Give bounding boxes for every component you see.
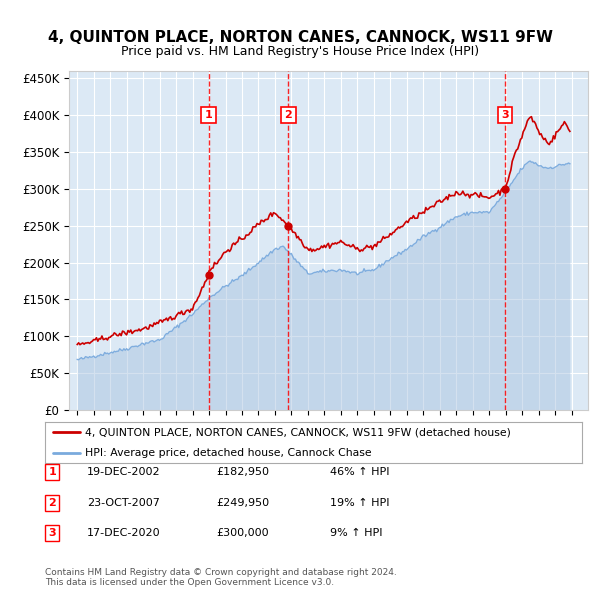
Text: 4, QUINTON PLACE, NORTON CANES, CANNOCK, WS11 9FW: 4, QUINTON PLACE, NORTON CANES, CANNOCK,…: [47, 30, 553, 44]
Text: 46% ↑ HPI: 46% ↑ HPI: [330, 467, 389, 477]
Text: £249,950: £249,950: [216, 498, 269, 507]
Text: This data is licensed under the Open Government Licence v3.0.: This data is licensed under the Open Gov…: [45, 578, 334, 588]
Text: Price paid vs. HM Land Registry's House Price Index (HPI): Price paid vs. HM Land Registry's House …: [121, 45, 479, 58]
Text: £300,000: £300,000: [216, 529, 269, 538]
Text: Contains HM Land Registry data © Crown copyright and database right 2024.: Contains HM Land Registry data © Crown c…: [45, 568, 397, 577]
Text: HPI: Average price, detached house, Cannock Chase: HPI: Average price, detached house, Cann…: [85, 448, 372, 458]
Text: 23-OCT-2007: 23-OCT-2007: [87, 498, 160, 507]
Text: 4, QUINTON PLACE, NORTON CANES, CANNOCK, WS11 9FW (detached house): 4, QUINTON PLACE, NORTON CANES, CANNOCK,…: [85, 427, 511, 437]
Text: 9% ↑ HPI: 9% ↑ HPI: [330, 529, 383, 538]
Text: 2: 2: [284, 110, 292, 120]
Text: 19% ↑ HPI: 19% ↑ HPI: [330, 498, 389, 507]
Text: 1: 1: [205, 110, 212, 120]
Text: 1: 1: [49, 467, 56, 477]
Text: 2: 2: [49, 498, 56, 507]
Text: 17-DEC-2020: 17-DEC-2020: [87, 529, 161, 538]
Text: 3: 3: [502, 110, 509, 120]
Text: 19-DEC-2002: 19-DEC-2002: [87, 467, 161, 477]
Text: £182,950: £182,950: [216, 467, 269, 477]
Text: 3: 3: [49, 529, 56, 538]
